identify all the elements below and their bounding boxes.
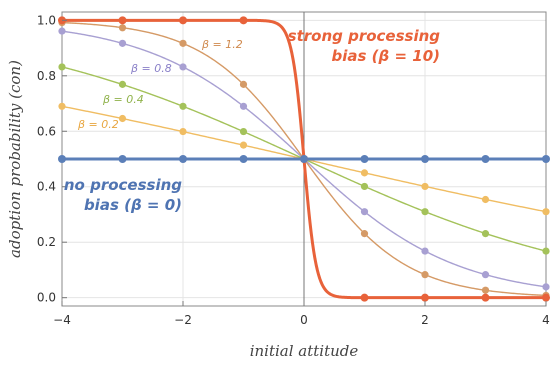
label-beta-0-8: β = 0.8 xyxy=(130,62,172,75)
data-point xyxy=(421,155,429,163)
data-point xyxy=(58,102,66,110)
data-point xyxy=(179,39,187,47)
data-point xyxy=(542,208,550,216)
data-point xyxy=(542,293,550,302)
annotation-no-bias-line2: bias (β = 0) xyxy=(84,196,182,214)
data-point xyxy=(179,127,187,136)
data-point xyxy=(360,230,369,238)
data-point xyxy=(421,208,429,216)
data-point xyxy=(481,271,490,279)
label-beta-1-2: β = 1.2 xyxy=(201,38,243,51)
data-point xyxy=(360,208,369,216)
data-point xyxy=(179,16,187,25)
data-point xyxy=(118,16,127,25)
data-point xyxy=(542,247,550,255)
series-points xyxy=(58,16,550,302)
data-point xyxy=(118,39,127,47)
data-point xyxy=(421,247,429,255)
data-point xyxy=(421,271,429,279)
data-point xyxy=(118,24,127,32)
data-point xyxy=(58,63,66,71)
x-tick-label: 4 xyxy=(542,313,550,327)
x-tick-label: 2 xyxy=(421,313,429,327)
y-tick-label: 0.4 xyxy=(37,180,56,194)
data-point xyxy=(58,155,66,163)
annotation-no-bias-line1: no processing xyxy=(64,176,182,194)
data-point xyxy=(481,286,490,294)
data-point xyxy=(239,102,248,110)
data-point xyxy=(360,182,369,191)
data-point xyxy=(239,155,248,163)
data-point xyxy=(118,80,127,88)
data-point xyxy=(542,155,550,163)
data-point xyxy=(179,63,187,71)
x-tick-label: 0 xyxy=(300,313,308,327)
data-point xyxy=(239,80,248,88)
label-beta-0-2: β = 0.2 xyxy=(77,118,119,131)
data-point xyxy=(300,155,308,163)
annotation-strong-bias-line1: strong processing xyxy=(288,27,441,45)
data-point xyxy=(360,155,369,163)
data-point xyxy=(118,114,127,123)
y-tick-label: 0.8 xyxy=(37,69,56,83)
data-point xyxy=(481,195,490,204)
data-point xyxy=(481,155,490,163)
x-tick-label: −2 xyxy=(174,313,192,327)
annotation-strong-bias-line2: bias (β = 10) xyxy=(332,47,441,65)
label-beta-0-4: β = 0.4 xyxy=(102,93,144,106)
data-point xyxy=(360,293,369,302)
x-tick-label: −4 xyxy=(53,313,71,327)
data-point xyxy=(421,182,429,191)
data-point xyxy=(481,230,490,238)
data-point xyxy=(118,155,127,163)
data-point xyxy=(239,127,248,136)
x-axis-label: initial attitude xyxy=(250,342,359,360)
y-tick-label: 1.0 xyxy=(37,13,56,27)
data-point xyxy=(58,27,66,35)
data-point xyxy=(239,16,248,25)
data-point xyxy=(542,283,550,291)
y-axis-label: adoption probability (con) xyxy=(6,60,24,258)
data-point xyxy=(179,155,187,163)
axis-ticks: −4 −2 0 2 4 0.0 0.2 0.4 0.6 0.8 1.0 xyxy=(37,13,550,327)
y-tick-label: 0.6 xyxy=(37,124,56,138)
data-point xyxy=(421,293,429,302)
data-point xyxy=(239,141,248,149)
data-point xyxy=(179,102,187,110)
data-point xyxy=(481,293,490,302)
y-tick-label: 0.0 xyxy=(37,291,56,305)
data-point xyxy=(360,169,369,177)
y-tick-label: 0.2 xyxy=(37,235,56,249)
